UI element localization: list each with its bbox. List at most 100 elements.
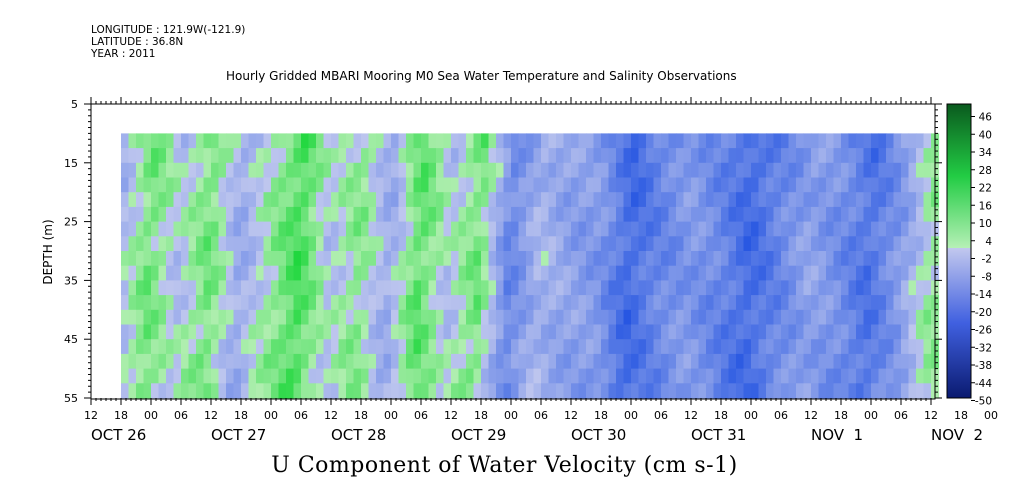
heatmap-cell bbox=[361, 353, 370, 370]
heatmap-cell bbox=[736, 251, 745, 267]
heatmap-cell bbox=[136, 133, 145, 149]
heatmap-cell bbox=[526, 295, 535, 311]
heatmap-cell bbox=[631, 353, 640, 370]
heatmap-cell bbox=[886, 339, 895, 355]
heatmap-cell bbox=[248, 221, 257, 237]
heatmap-cell bbox=[578, 221, 587, 237]
heatmap-cell bbox=[331, 162, 340, 179]
heatmap-cell bbox=[338, 339, 347, 355]
heatmap-cell bbox=[833, 324, 842, 340]
heatmap-cell bbox=[151, 309, 160, 326]
heatmap-cell bbox=[706, 265, 715, 281]
heatmap-cell bbox=[593, 383, 602, 399]
heatmap-cell bbox=[233, 221, 242, 237]
heatmap-cell bbox=[278, 177, 287, 193]
heatmap-cell bbox=[661, 324, 670, 340]
heatmap-cell bbox=[743, 251, 752, 267]
heatmap-cell bbox=[698, 221, 707, 237]
heatmap-cell bbox=[188, 265, 197, 281]
heatmap-cell bbox=[203, 353, 212, 370]
heatmap-cell bbox=[413, 324, 422, 340]
heatmap-cell bbox=[638, 353, 647, 370]
heatmap-cell bbox=[286, 280, 295, 296]
heatmap-cell bbox=[241, 353, 250, 370]
heatmap-cell bbox=[503, 177, 512, 193]
heatmap-cell bbox=[691, 324, 700, 340]
heatmap-cell bbox=[428, 251, 437, 267]
heatmap-cell bbox=[796, 177, 805, 193]
heatmap-cell bbox=[316, 236, 325, 252]
heatmap-cell bbox=[556, 148, 565, 164]
heatmap-cell bbox=[451, 251, 460, 267]
heatmap-cell bbox=[136, 265, 145, 281]
heatmap-cell bbox=[923, 280, 932, 296]
heatmap-cell bbox=[451, 162, 460, 179]
heatmap-cell bbox=[391, 162, 400, 179]
heatmap-cell bbox=[308, 368, 317, 384]
heatmap-cell bbox=[878, 162, 887, 179]
heatmap-cell bbox=[623, 251, 632, 267]
heatmap-cell bbox=[196, 221, 205, 237]
heatmap-cell bbox=[736, 162, 745, 179]
heatmap-cell bbox=[503, 251, 512, 267]
heatmap-cell bbox=[653, 339, 662, 355]
heatmap-cell bbox=[376, 265, 385, 281]
heatmap-cell bbox=[721, 368, 730, 384]
heatmap-cell bbox=[578, 324, 587, 340]
heatmap-cell bbox=[166, 177, 175, 193]
heatmap-cell bbox=[338, 383, 347, 399]
heatmap-cell bbox=[743, 280, 752, 296]
heatmap-cell bbox=[466, 162, 475, 179]
heatmap-cell bbox=[698, 162, 707, 179]
heatmap-cell bbox=[173, 309, 182, 326]
heatmap-cell bbox=[406, 192, 415, 208]
heatmap-cell bbox=[676, 177, 685, 193]
heatmap-cell bbox=[691, 251, 700, 267]
heatmap-cell bbox=[608, 148, 617, 164]
heatmap-cell bbox=[481, 339, 490, 355]
heatmap-cell bbox=[706, 295, 715, 311]
heatmap-cell bbox=[668, 324, 677, 340]
heatmap-cell bbox=[136, 192, 145, 208]
heatmap-cell bbox=[713, 148, 722, 164]
heatmap-cell bbox=[916, 309, 925, 326]
heatmap-cell bbox=[413, 339, 422, 355]
heatmap-cell bbox=[443, 148, 452, 164]
heatmap-cell bbox=[233, 265, 242, 281]
heatmap-cell bbox=[631, 295, 640, 311]
heatmap-cell bbox=[766, 251, 775, 267]
heatmap-cell bbox=[218, 324, 227, 340]
heatmap-cell bbox=[668, 265, 677, 281]
heatmap-cell bbox=[496, 133, 505, 149]
heatmap-cell bbox=[916, 265, 925, 281]
heatmap-cell bbox=[878, 368, 887, 384]
heatmap-cell bbox=[346, 309, 355, 326]
heatmap-cell bbox=[413, 206, 422, 223]
heatmap-cell bbox=[316, 221, 325, 237]
heatmap-cell bbox=[301, 353, 310, 370]
heatmap-cell bbox=[608, 162, 617, 179]
heatmap-cell bbox=[406, 339, 415, 355]
heatmap-cell bbox=[863, 265, 872, 281]
heatmap-cell bbox=[541, 162, 550, 179]
heatmap-cell bbox=[541, 383, 550, 399]
x-hour-label: 12 bbox=[444, 409, 458, 422]
heatmap-cell bbox=[766, 383, 775, 399]
heatmap-cell bbox=[676, 353, 685, 370]
heatmap-cell bbox=[481, 162, 490, 179]
heatmap-cell bbox=[871, 353, 880, 370]
heatmap-cell bbox=[473, 339, 482, 355]
heatmap-cell bbox=[608, 265, 617, 281]
heatmap-cell bbox=[196, 133, 205, 149]
heatmap-cell bbox=[586, 192, 595, 208]
heatmap-cell bbox=[818, 309, 827, 326]
heatmap-cell bbox=[631, 236, 640, 252]
heatmap-cell bbox=[488, 251, 497, 267]
heatmap-cell bbox=[473, 177, 482, 193]
heatmap-cell bbox=[263, 236, 272, 252]
heatmap-cell bbox=[398, 309, 407, 326]
heatmap-cell bbox=[451, 280, 460, 296]
heatmap-cell bbox=[586, 221, 595, 237]
heatmap-cell bbox=[533, 280, 542, 296]
heatmap-cell bbox=[833, 192, 842, 208]
